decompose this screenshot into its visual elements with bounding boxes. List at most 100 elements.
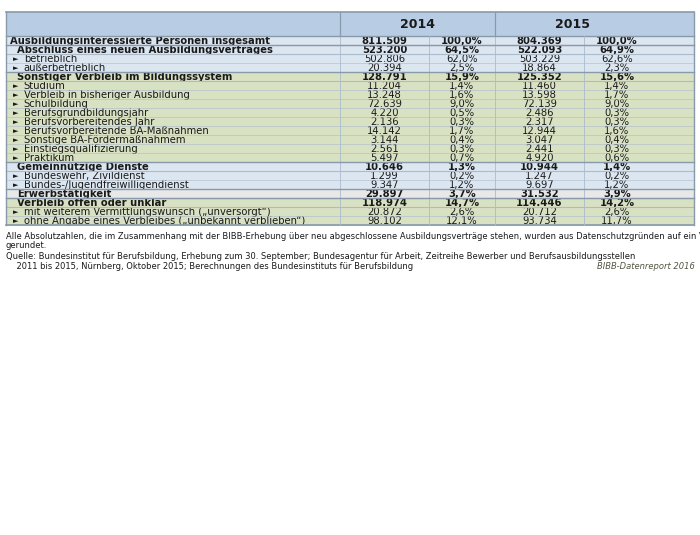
Text: 0,6%: 0,6% xyxy=(604,152,629,163)
Text: ►: ► xyxy=(13,92,18,98)
Text: 502.806: 502.806 xyxy=(364,54,405,64)
Bar xyxy=(6,90,694,100)
Text: 14.142: 14.142 xyxy=(367,126,402,136)
Text: 1,2%: 1,2% xyxy=(449,180,475,190)
Text: 3,7%: 3,7% xyxy=(448,189,476,198)
Text: 29.897: 29.897 xyxy=(365,189,404,198)
Text: 15,9%: 15,9% xyxy=(444,72,480,82)
Text: 2,6%: 2,6% xyxy=(449,207,475,217)
Text: 10.944: 10.944 xyxy=(520,162,559,172)
Text: 9.347: 9.347 xyxy=(370,180,399,190)
Text: 2.317: 2.317 xyxy=(525,117,554,127)
Text: 9,0%: 9,0% xyxy=(604,99,629,109)
Text: 72.139: 72.139 xyxy=(522,99,557,109)
Text: Abschluss eines neuen Ausbildungsvertrages: Abschluss eines neuen Ausbildungsvertrag… xyxy=(17,45,273,55)
Text: 2.136: 2.136 xyxy=(370,117,399,127)
Text: 62,6%: 62,6% xyxy=(601,54,633,64)
Bar xyxy=(6,189,694,198)
Text: 12.944: 12.944 xyxy=(522,126,557,136)
Text: 0,2%: 0,2% xyxy=(449,171,475,181)
Bar xyxy=(6,135,694,144)
Text: Verbleib in bisheriger Ausbildung: Verbleib in bisheriger Ausbildung xyxy=(24,90,190,100)
Text: 2.441: 2.441 xyxy=(525,144,554,154)
Text: 3.047: 3.047 xyxy=(525,135,554,145)
Text: 811.509: 811.509 xyxy=(361,36,407,46)
Text: ►: ► xyxy=(13,110,18,116)
Text: 64,9%: 64,9% xyxy=(599,45,634,55)
Text: Gemeinnützige Dienste: Gemeinnützige Dienste xyxy=(17,162,148,172)
Text: 100,0%: 100,0% xyxy=(596,36,638,46)
Text: Studium: Studium xyxy=(24,81,66,91)
Text: Einstiegsqualifizierung: Einstiegsqualifizierung xyxy=(24,144,137,154)
Text: 10.646: 10.646 xyxy=(365,162,404,172)
Bar xyxy=(6,126,694,135)
Text: 1,7%: 1,7% xyxy=(449,126,475,136)
Text: ►: ► xyxy=(13,83,18,89)
Bar xyxy=(6,55,694,63)
Text: ►: ► xyxy=(13,119,18,125)
Text: Bundeswehr, Zivildienst: Bundeswehr, Zivildienst xyxy=(24,171,144,181)
Bar xyxy=(6,198,694,207)
Text: ►: ► xyxy=(13,101,18,107)
Text: 98.102: 98.102 xyxy=(367,216,402,226)
Bar xyxy=(6,171,694,180)
Text: 1,6%: 1,6% xyxy=(449,90,475,100)
Bar xyxy=(6,180,694,189)
Text: 20.872: 20.872 xyxy=(367,207,402,217)
Text: ►: ► xyxy=(13,218,18,224)
Text: 5.497: 5.497 xyxy=(370,152,399,163)
Text: 0,3%: 0,3% xyxy=(449,144,475,154)
Text: ►: ► xyxy=(13,146,18,152)
Text: 20.712: 20.712 xyxy=(522,207,557,217)
Text: ►: ► xyxy=(13,137,18,143)
Text: 1,7%: 1,7% xyxy=(604,90,629,100)
Bar xyxy=(6,100,694,108)
Text: 62,0%: 62,0% xyxy=(446,54,477,64)
Bar xyxy=(6,216,694,225)
Text: ►: ► xyxy=(13,65,18,71)
Text: 14,7%: 14,7% xyxy=(444,197,480,208)
Text: 2.486: 2.486 xyxy=(525,108,554,118)
Text: ►: ► xyxy=(13,56,18,62)
Bar xyxy=(6,45,694,55)
Text: 804.369: 804.369 xyxy=(517,36,562,46)
Text: 0,3%: 0,3% xyxy=(604,144,629,154)
Text: 0,4%: 0,4% xyxy=(604,135,629,145)
Bar xyxy=(6,162,694,171)
Text: 11,7%: 11,7% xyxy=(601,216,633,226)
Text: 0,4%: 0,4% xyxy=(449,135,475,145)
Text: Bundes-/Jugendfreiwilligendienst: Bundes-/Jugendfreiwilligendienst xyxy=(24,180,188,190)
Text: 503.229: 503.229 xyxy=(519,54,560,64)
Text: 125.352: 125.352 xyxy=(517,72,562,82)
Text: Berufsvorbereitende BA-Maßnahmen: Berufsvorbereitende BA-Maßnahmen xyxy=(24,126,209,136)
Text: 14,2%: 14,2% xyxy=(599,197,634,208)
Text: 2011 bis 2015, Nürnberg, Oktober 2015; Berechnungen des Bundesinstituts für Beru: 2011 bis 2015, Nürnberg, Oktober 2015; B… xyxy=(6,262,413,271)
Text: 1,4%: 1,4% xyxy=(604,81,629,91)
Bar xyxy=(6,117,694,126)
Text: 0,3%: 0,3% xyxy=(449,117,475,127)
Text: 2,5%: 2,5% xyxy=(449,63,475,73)
Text: 3.144: 3.144 xyxy=(370,135,398,145)
Text: 2014: 2014 xyxy=(400,18,435,30)
Text: 64,5%: 64,5% xyxy=(444,45,480,55)
Text: 1,4%: 1,4% xyxy=(603,162,631,172)
Text: Berufsgrundbildungsjahr: Berufsgrundbildungsjahr xyxy=(24,108,148,118)
Text: 118.974: 118.974 xyxy=(361,197,407,208)
Bar xyxy=(6,63,694,72)
Text: 2,6%: 2,6% xyxy=(604,207,629,217)
Text: ►: ► xyxy=(13,209,18,215)
Text: 2015: 2015 xyxy=(554,18,589,30)
Text: 128.791: 128.791 xyxy=(362,72,407,82)
Bar xyxy=(6,144,694,153)
Text: Quelle: Bundesinstitut für Berufsbildung, Erhebung zum 30. September; Bundesagen: Quelle: Bundesinstitut für Berufsbildung… xyxy=(6,252,635,261)
Text: 523.200: 523.200 xyxy=(362,45,407,55)
Text: ►: ► xyxy=(13,128,18,134)
Text: Berufsvorbereitendes Jahr: Berufsvorbereitendes Jahr xyxy=(24,117,154,127)
Bar xyxy=(6,12,694,36)
Text: 15,6%: 15,6% xyxy=(599,72,634,82)
Bar xyxy=(6,36,694,45)
Text: 1.299: 1.299 xyxy=(370,171,399,181)
Text: gerundet.: gerundet. xyxy=(6,241,47,250)
Text: 114.446: 114.446 xyxy=(516,197,563,208)
Text: 2,3%: 2,3% xyxy=(604,63,629,73)
